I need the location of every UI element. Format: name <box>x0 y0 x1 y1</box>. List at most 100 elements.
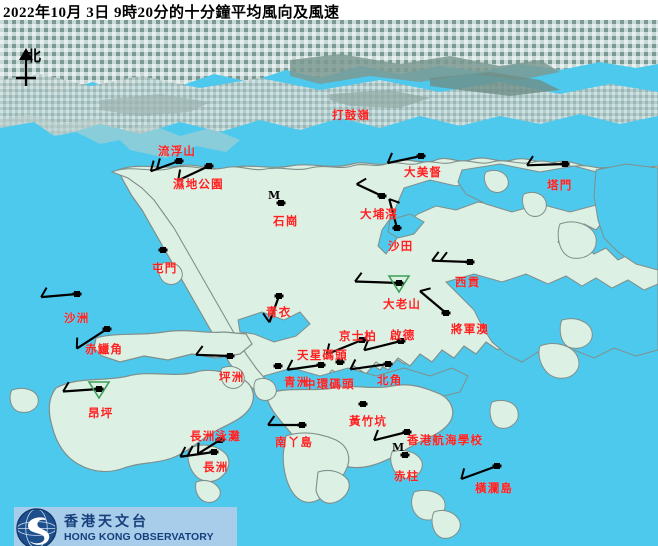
station-marker-dot <box>297 423 307 427</box>
station-label: 黃竹坑 <box>349 414 388 428</box>
wind-barb <box>363 339 402 352</box>
station-marker-dot <box>400 453 410 457</box>
wind-barb <box>373 429 408 442</box>
station-marker-dot <box>396 339 406 343</box>
north-label: 北 <box>26 47 42 65</box>
wind-barb <box>177 165 210 182</box>
station-label: 長洲 <box>203 460 229 474</box>
station-marker-dot <box>316 363 326 367</box>
station-marker-dot <box>276 201 286 205</box>
station-label: 昂坪 <box>88 406 114 420</box>
station-marker-triangle <box>87 381 111 400</box>
wind-barb <box>419 287 447 314</box>
station-marker-dot <box>416 154 426 158</box>
station-label: 橫瀾島 <box>475 481 514 495</box>
station-label: 香港航海學校 <box>407 433 484 447</box>
station-label: 青洲 <box>284 375 310 389</box>
station-marker-dot <box>335 360 345 364</box>
station-label: 坪洲 <box>219 370 245 384</box>
wind-barb <box>526 155 566 167</box>
title-bar: 2022年10月 3日 9時20分的十分鐘平均風向及風速 <box>0 0 658 21</box>
wind-barb <box>267 415 302 427</box>
wind-barb <box>356 177 383 197</box>
station-marker-dot <box>383 362 393 366</box>
station-marker-dot <box>94 387 104 391</box>
small-islands <box>9 169 597 539</box>
wind-barb <box>179 445 215 458</box>
station-marker-dot <box>225 354 235 358</box>
station-label: 大埔滘 <box>360 207 399 221</box>
station-label: 京士柏 <box>339 329 378 343</box>
station-marker-dot <box>209 450 219 454</box>
north-arrow-icon <box>16 48 36 86</box>
station-marker-dot <box>492 464 502 468</box>
station-label: 中環碼頭 <box>304 377 355 391</box>
station-label: 大老山 <box>383 297 422 311</box>
wind-barb <box>75 328 108 350</box>
wind-barb-layer <box>40 152 566 481</box>
wind-barb <box>325 338 363 356</box>
station-marker-dot <box>204 164 214 168</box>
wind-barb <box>460 464 498 481</box>
station-marker-dot <box>402 430 412 434</box>
station-label: 北角 <box>377 373 403 387</box>
station-label: 沙洲 <box>64 311 90 325</box>
station-marker-dot <box>394 281 404 285</box>
wind-barb <box>195 345 231 358</box>
station-label: 塔門 <box>547 178 573 192</box>
station-label: 沙田 <box>388 239 414 253</box>
map-graphics <box>0 20 658 546</box>
station-marker-dot <box>72 292 82 296</box>
wind-barb <box>262 295 281 323</box>
map-canvas[interactable]: 北 打鼓嶺流浮山濕地公園石崗 M 大美督塔門大埔滘沙田屯門沙洲赤鱲角昂坪 坪洲 青衣 大老… <box>0 20 658 546</box>
hko-logo: 香港天文台 HONG KONG OBSERVATORY <box>14 507 237 546</box>
lamma-island <box>282 432 350 504</box>
station-marker-dot <box>357 338 367 342</box>
station-label: 濕地公園 <box>173 177 224 191</box>
station-label: 南丫島 <box>275 435 314 449</box>
hko-logo-icon <box>16 508 57 546</box>
station-marker-triangle <box>387 275 411 294</box>
wind-barb <box>388 198 400 229</box>
station-label: 屯門 <box>152 261 178 275</box>
wind-barb <box>431 251 471 264</box>
wind-barb <box>386 152 422 165</box>
wind-barb <box>40 287 78 299</box>
wind-barb <box>354 272 400 285</box>
station-label: 流浮山 <box>158 144 197 158</box>
station-label: 赤鱲角 <box>85 342 124 356</box>
hko-logo-text: 香港天文台 HONG KONG OBSERVATORY <box>64 514 214 544</box>
station-marker-dot <box>274 294 284 298</box>
station-label: 大美督 <box>404 165 443 179</box>
station-marker-letter-m: M <box>268 189 281 202</box>
wind-barb <box>286 359 322 371</box>
station-label: 將軍澳 <box>451 322 490 336</box>
station-marker-layer <box>72 153 570 469</box>
station-label: 打鼓嶺 <box>332 108 371 122</box>
station-marker-dot <box>560 162 570 166</box>
station-label: 長洲泳灘 <box>190 429 241 443</box>
station-label: 赤柱 <box>394 469 420 483</box>
station-marker-dot <box>102 327 112 331</box>
station-marker-dot <box>465 260 475 264</box>
hko-logo-chinese: 香港天文台 <box>64 513 149 530</box>
station-marker-dot <box>273 364 283 368</box>
page-title: 2022年10月 3日 9時20分的十分鐘平均風向及風速 <box>3 5 340 21</box>
station-marker-letter-m: M <box>392 441 405 454</box>
station-label: 啟德 <box>390 328 416 342</box>
station-label: 青衣 <box>266 305 292 319</box>
station-label: 天星碼頭 <box>297 348 348 362</box>
station-marker-dot <box>377 194 387 198</box>
station-marker-dot <box>392 226 402 230</box>
station-label: 西貢 <box>455 275 481 289</box>
station-marker-dot <box>358 402 368 406</box>
station-marker-dot <box>174 159 184 163</box>
station-marker-dot <box>158 248 168 252</box>
wind-barb <box>196 439 221 455</box>
station-label: 石崗 <box>273 214 299 228</box>
station-marker-dot <box>441 311 451 315</box>
wind-barb <box>149 158 180 173</box>
hko-logo-english: HONG KONG OBSERVATORY <box>64 531 214 544</box>
station-marker-dot <box>215 438 225 442</box>
